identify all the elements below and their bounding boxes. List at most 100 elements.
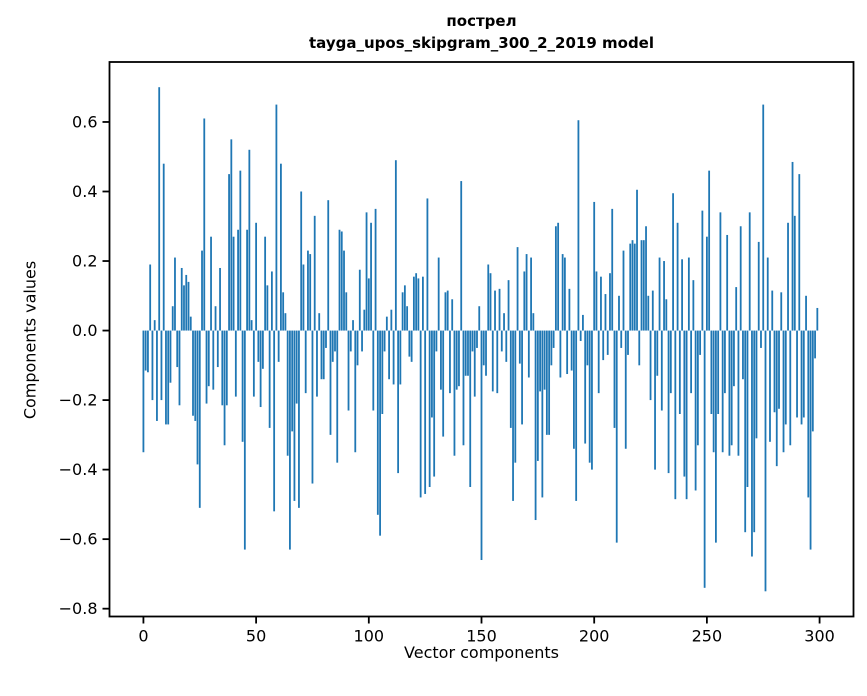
bar: [149, 264, 152, 331]
y-axis-label: Components values: [20, 260, 40, 420]
bar: [699, 330, 702, 355]
bar: [787, 222, 789, 331]
bar: [374, 208, 377, 331]
bar: [516, 247, 519, 331]
bar: [390, 309, 393, 331]
bar: [300, 191, 303, 331]
bar: [629, 243, 632, 331]
bar: [687, 257, 690, 331]
bar: [755, 330, 758, 439]
bar: [460, 181, 463, 331]
bar: [372, 330, 375, 411]
bar: [165, 330, 167, 425]
bar: [313, 215, 316, 331]
bar: [388, 330, 390, 380]
bar: [462, 330, 465, 446]
bar: [473, 330, 476, 397]
bar: [178, 330, 181, 406]
bar: [248, 149, 251, 331]
bar: [464, 330, 467, 376]
bar: [778, 330, 780, 409]
bar: [250, 320, 253, 331]
bar: [426, 198, 429, 331]
bar: [811, 330, 814, 432]
bar: [185, 274, 188, 331]
bar: [261, 330, 264, 369]
x-axis-label: Vector components: [404, 643, 559, 662]
y-tick-label: 0.2: [72, 252, 97, 271]
bar: [665, 299, 668, 331]
bar: [216, 330, 219, 368]
bar: [563, 257, 566, 331]
bar: [295, 330, 298, 404]
bar: [780, 292, 783, 331]
bar: [726, 234, 729, 331]
bar: [406, 306, 409, 331]
x-tick-label: 250: [692, 627, 723, 646]
bar: [588, 330, 591, 463]
bar: [246, 229, 248, 331]
bar: [286, 330, 289, 456]
bar: [753, 330, 756, 533]
bar: [775, 330, 778, 467]
bar: [169, 330, 172, 383]
bar: [514, 330, 517, 463]
bar: [325, 330, 327, 348]
bar: [482, 330, 485, 366]
bar: [570, 330, 573, 371]
bar: [239, 170, 242, 331]
bar: [802, 330, 805, 418]
bar: [728, 330, 731, 456]
bar: [658, 257, 661, 331]
bar: [748, 212, 751, 331]
bar: [764, 330, 767, 592]
bar: [678, 330, 681, 414]
bar: [259, 330, 262, 408]
bar: [370, 222, 372, 331]
bar: [304, 330, 307, 394]
bar: [252, 330, 255, 397]
bar: [151, 330, 154, 401]
bar: [512, 330, 514, 501]
bar: [485, 330, 487, 376]
bar: [624, 330, 627, 449]
bar: [631, 240, 634, 331]
bar: [410, 330, 413, 362]
x-tick-label: 100: [354, 627, 385, 646]
bar: [712, 330, 715, 453]
bar: [654, 330, 656, 470]
bar: [487, 264, 490, 331]
bar: [507, 280, 510, 331]
bar: [692, 280, 695, 331]
bar: [176, 330, 179, 368]
y-tick-label: 0.4: [72, 182, 97, 201]
bar: [354, 330, 357, 453]
bar: [503, 313, 505, 331]
bar: [318, 313, 321, 331]
bar: [442, 330, 445, 437]
bar: [600, 276, 602, 331]
bar: [789, 330, 792, 446]
chart-title: пострел tayga_upos_skipgram_300_2_2019 m…: [109, 10, 854, 54]
bar: [663, 261, 665, 331]
bar: [645, 226, 647, 331]
bar: [660, 330, 663, 411]
bar: [705, 236, 708, 331]
bar: [771, 290, 774, 331]
bar: [201, 250, 203, 331]
bar: [509, 330, 512, 428]
bar: [494, 290, 496, 331]
bar: [800, 330, 803, 425]
bar: [302, 264, 305, 331]
bar: [591, 330, 593, 470]
bar: [489, 273, 492, 331]
bar: [721, 330, 724, 453]
bar: [703, 330, 706, 588]
bar: [715, 330, 717, 543]
bar: [320, 330, 323, 380]
bar: [742, 330, 744, 380]
x-tick-label: 150: [466, 627, 497, 646]
bar: [710, 330, 713, 414]
bar: [230, 139, 233, 331]
bar: [656, 330, 659, 376]
